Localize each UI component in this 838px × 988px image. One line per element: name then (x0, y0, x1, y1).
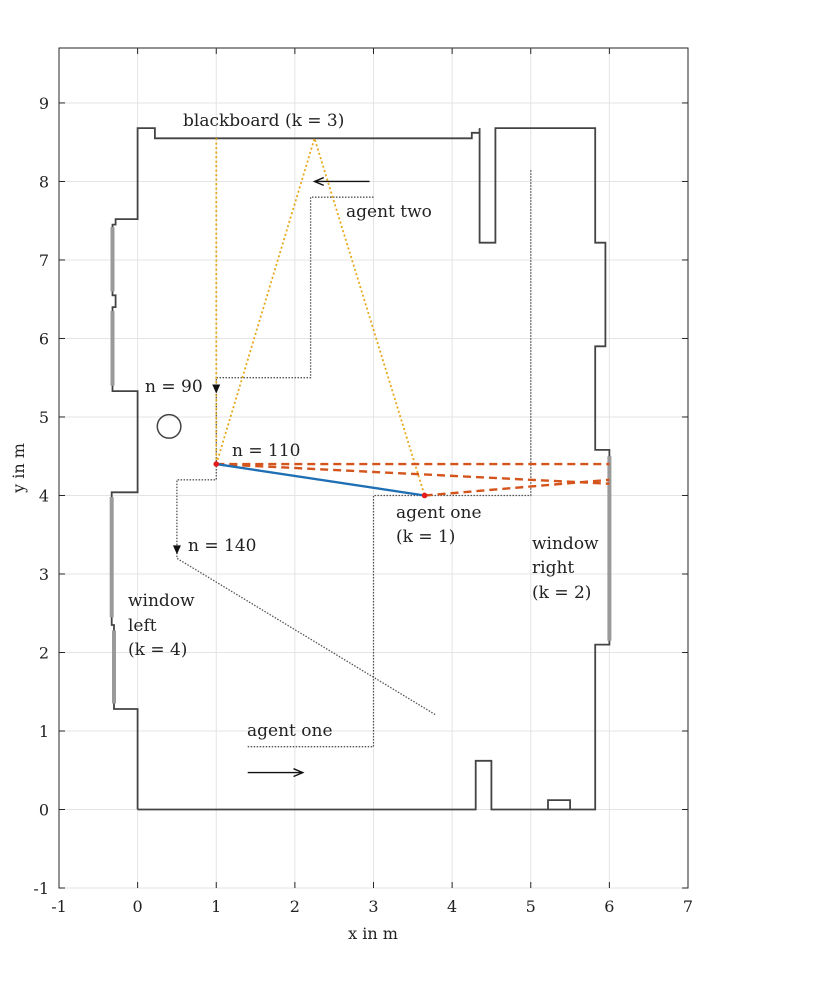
window-left-label-3: (k = 4) (128, 640, 187, 660)
markers (172, 176, 428, 778)
x-tick-label: 6 (604, 897, 614, 916)
y-tick-label: 2 (39, 643, 49, 662)
window-right-label-3: (k = 2) (532, 583, 591, 603)
axis-ticks: -1 0 1 2 3 4 5 6 7 -1 0 1 2 3 4 5 6 7 8 9 (33, 48, 693, 916)
agent-position-dot (213, 461, 220, 467)
agent-one-label: agent one (396, 503, 482, 523)
y-tick-label: 3 (39, 565, 49, 584)
y-tick-label: -1 (33, 879, 49, 898)
blackboard-label: blackboard (k = 3) (183, 111, 344, 131)
agent-one-k-label: (k = 1) (396, 527, 455, 547)
wall-outline (547, 799, 571, 810)
agent-position-dot (421, 492, 428, 499)
blackboard-reflection-path (215, 135, 426, 496)
x-tick-label: 7 (683, 897, 693, 916)
window-segments (109, 227, 612, 704)
y-tick-label: 6 (39, 329, 49, 348)
window-reflection-path (424, 478, 610, 497)
window-right-label-1: window (532, 534, 599, 554)
x-tick-label: -1 (51, 897, 67, 916)
window-left-label-2: left (128, 616, 157, 636)
time-marker-triangle (212, 384, 221, 394)
x-tick-label: 1 (211, 897, 221, 916)
y-axis-label: y in m (9, 443, 28, 494)
window-reflection-path (216, 462, 610, 485)
y-tick-label: 9 (39, 94, 49, 113)
n110-label: n = 110 (232, 441, 300, 461)
y-tick-label: 7 (39, 251, 49, 270)
x-axis-label: x in m (348, 924, 398, 943)
x-tick-label: 0 (133, 897, 143, 916)
agent-one-direction-arrow-head (293, 768, 305, 778)
window-right-label-2: right (532, 558, 574, 578)
n140-label: n = 140 (188, 536, 256, 556)
line-of-sight-path (216, 462, 425, 497)
x-tick-label: 2 (290, 897, 300, 916)
propagation-paths (215, 135, 610, 497)
y-tick-label: 4 (39, 486, 49, 505)
y-tick-label: 8 (39, 172, 49, 191)
pillar-obstacle (156, 413, 182, 439)
agent-one-start-label: agent one (247, 721, 333, 741)
x-tick-label: 3 (368, 897, 378, 916)
y-tick-label: 5 (39, 408, 49, 427)
x-tick-label: 4 (447, 897, 457, 916)
agent-one-trajectory (247, 169, 532, 748)
y-tick-label: 0 (39, 800, 49, 819)
y-tick-label: 1 (39, 722, 49, 741)
agent-two-direction-arrow-head (312, 176, 325, 186)
window-left-label-1: window (128, 591, 195, 611)
x-tick-label: 5 (526, 897, 536, 916)
agent-two-label: agent two (346, 202, 432, 222)
time-marker-triangle (172, 545, 181, 555)
trajectories (176, 169, 532, 748)
n90-label: n = 90 (145, 377, 203, 397)
